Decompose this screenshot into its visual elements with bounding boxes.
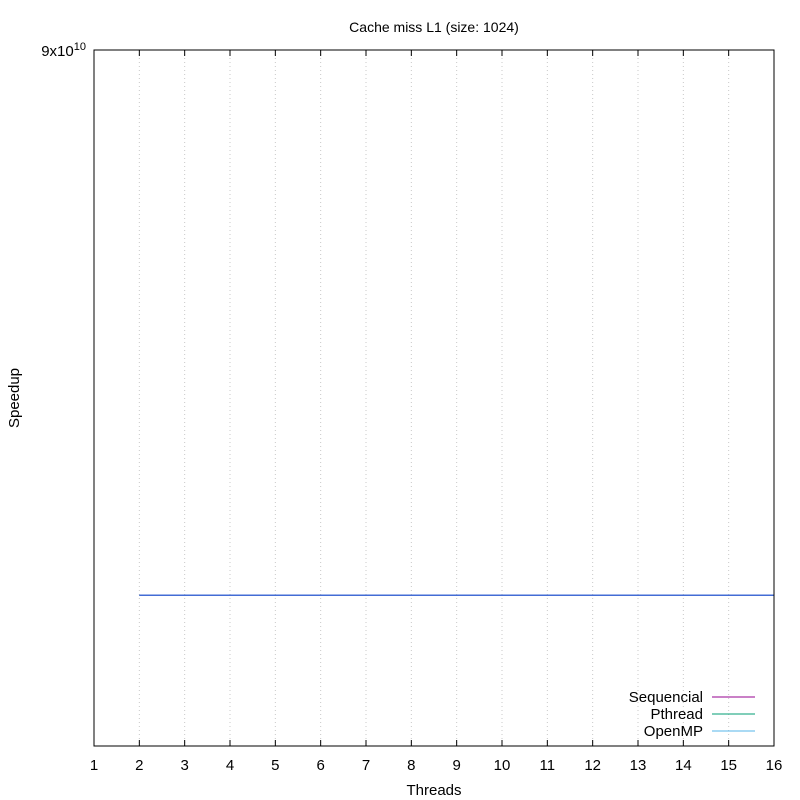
x-axis-title: Threads [406, 782, 461, 799]
x-tick-label: 13 [630, 757, 647, 774]
x-tick-label: 11 [540, 757, 556, 774]
x-tick-label: 12 [584, 757, 601, 774]
plot-frame [93, 49, 775, 747]
y-axis-top-mantissa: 9x10 [41, 43, 74, 60]
x-tick-label: 4 [226, 757, 234, 774]
x-tick-label: 16 [766, 757, 783, 774]
x-tick-label: 3 [180, 757, 188, 774]
y-axis-title: Speedup [6, 368, 23, 428]
y-axis-top-label: 9x1010 [41, 41, 86, 60]
x-tick-label: 6 [316, 757, 324, 774]
legend-label: Pthread [650, 706, 703, 723]
chart-title: Cache miss L1 (size: 1024) [349, 19, 519, 35]
x-tick-label: 1 [90, 757, 98, 774]
x-tick-label: 2 [135, 757, 143, 774]
legend-label: OpenMP [644, 723, 703, 740]
x-tick-label: 10 [494, 757, 511, 774]
x-tick-label: 9 [452, 757, 460, 774]
x-tick-label: 7 [362, 757, 370, 774]
x-tick-label: 15 [720, 757, 737, 774]
x-tick-label: 5 [271, 757, 279, 774]
x-axis-ticks: 1 2 3 4 5 6 7 8 9 10 11 12 13 14 15 16 [90, 50, 783, 774]
x-gridlines [138, 50, 730, 746]
legend-label: Sequencial [629, 689, 703, 706]
x-tick-label: 14 [675, 757, 692, 774]
y-axis-top-exponent: 10 [74, 41, 86, 53]
x-tick-label: 8 [407, 757, 415, 774]
